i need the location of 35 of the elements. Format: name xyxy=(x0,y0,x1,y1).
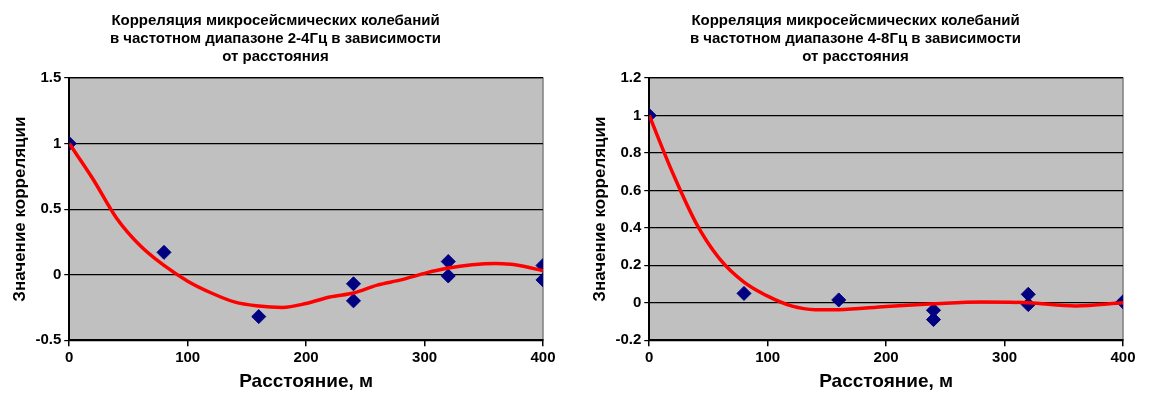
y-tick-label: 0.8 xyxy=(620,143,642,161)
y-tick-label: -0.2 xyxy=(615,330,642,348)
chart-title: Корреляция микросейсмических колебаний в частотном диапазоне 4-8Гц в зависимости от расстояния xyxy=(689,11,1022,65)
y-tick-label: 0.5 xyxy=(40,199,62,217)
y-tick-label: -0.5 xyxy=(35,330,62,348)
point xyxy=(440,268,456,284)
x-tick-label: 400 xyxy=(530,348,556,366)
x-tick-label: 100 xyxy=(175,348,201,366)
y-tick-label: 0.2 xyxy=(620,255,642,273)
y-tick-label: 0 xyxy=(632,292,642,310)
x-axis-title: Расстояние, м xyxy=(819,369,954,391)
x-tick-label: 300 xyxy=(412,348,438,366)
point xyxy=(251,309,267,325)
x-tick-label: 0 xyxy=(65,348,74,366)
x-tick-label: 200 xyxy=(293,348,319,366)
y-axis-title: Значение корреляции xyxy=(9,116,29,302)
x-tick-label: 400 xyxy=(1110,348,1136,366)
y-tick-label: 1.2 xyxy=(620,68,642,86)
y-axis-title: Значение корреляции xyxy=(589,116,609,302)
x-tick-label: 200 xyxy=(873,348,899,366)
y-tick-label: 0.4 xyxy=(620,217,642,235)
y-tick-label: 1 xyxy=(632,105,642,123)
point xyxy=(346,276,361,292)
point xyxy=(831,292,847,308)
point xyxy=(346,293,361,309)
x-axis-title: Расстояние, м xyxy=(239,369,374,391)
y-tick-label: 1.5 xyxy=(40,68,62,86)
y-tick-label: 0.6 xyxy=(620,180,642,198)
x-tick-label: 300 xyxy=(992,348,1018,366)
y-tick-label: 1 xyxy=(52,133,62,151)
chart-title: Корреляция микросейсмических колебаний в частотном диапазоне 2-4Гц в зависимости от расстояния xyxy=(109,11,442,65)
x-tick-label: 0 xyxy=(645,348,654,366)
point xyxy=(736,285,752,301)
x-tick-label: 100 xyxy=(755,348,781,366)
y-tick-label: 0 xyxy=(52,264,62,282)
